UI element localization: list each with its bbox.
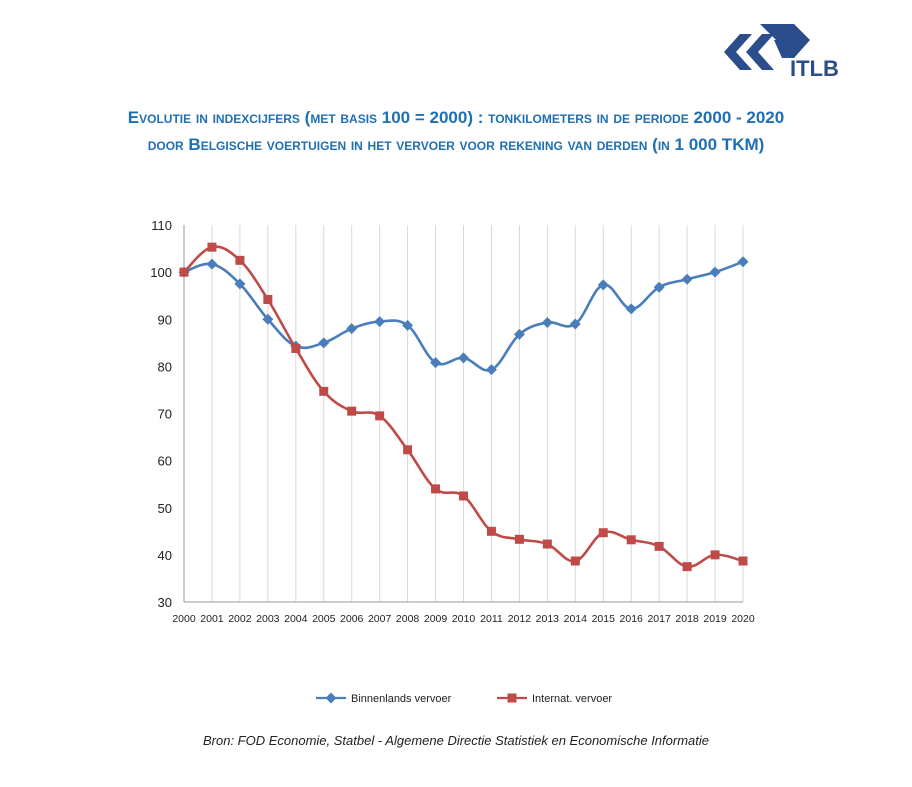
x-tick-label: 2002 bbox=[228, 613, 252, 625]
data-point-2003 bbox=[262, 313, 274, 325]
y-tick-label: 40 bbox=[158, 548, 172, 563]
x-tick-label: 2009 bbox=[424, 613, 448, 625]
legend-label: Binnenlands vervoer bbox=[351, 693, 452, 705]
y-tick-label: 70 bbox=[158, 407, 172, 422]
x-tick-label: 2006 bbox=[340, 613, 364, 625]
data-point-2015 bbox=[598, 528, 608, 538]
data-point-2020 bbox=[737, 256, 749, 268]
data-point-2001 bbox=[207, 242, 217, 252]
y-tick-label: 60 bbox=[158, 454, 172, 469]
y-tick-label: 80 bbox=[158, 359, 172, 374]
data-point-2012 bbox=[514, 534, 524, 544]
x-tick-label: 2017 bbox=[647, 613, 671, 625]
legend-marker bbox=[325, 692, 337, 704]
y-tick-labels: 30 40 50 60 70 80 90 100 110 bbox=[150, 218, 172, 610]
axes bbox=[183, 225, 743, 603]
x-tick-label: 2000 bbox=[172, 613, 196, 625]
x-tick-label: 2007 bbox=[368, 613, 392, 625]
data-point-2012 bbox=[513, 328, 525, 340]
y-tick-label: 30 bbox=[158, 595, 172, 610]
data-point-2006 bbox=[346, 323, 358, 335]
x-tick-label: 2020 bbox=[731, 613, 755, 625]
x-tick-label: 2015 bbox=[592, 613, 616, 625]
x-tick-label: 2013 bbox=[536, 613, 560, 625]
x-tick-label: 2005 bbox=[312, 613, 336, 625]
data-point-2006 bbox=[347, 406, 357, 416]
x-tick-label: 2001 bbox=[200, 613, 224, 625]
x-tick-label: 2004 bbox=[284, 613, 308, 625]
data-point-2013 bbox=[541, 317, 553, 329]
data-point-2001 bbox=[206, 258, 218, 270]
data-point-2005 bbox=[318, 337, 330, 349]
data-point-2015 bbox=[597, 279, 609, 291]
x-tick-label: 2018 bbox=[675, 613, 699, 625]
series-2 bbox=[179, 242, 748, 572]
title-line-1: Evolutie in indexcijfers (met basis 100 … bbox=[127, 108, 785, 127]
x-tick-label: 2008 bbox=[396, 613, 420, 625]
data-point-2016 bbox=[626, 535, 636, 545]
data-point-2007 bbox=[374, 316, 386, 328]
data-point-2002 bbox=[235, 255, 245, 265]
x-tick-label: 2014 bbox=[564, 613, 588, 625]
legend: Binnenlands vervoer Internat. vervoer bbox=[316, 692, 612, 705]
legend-item-2: Internat. vervoer bbox=[497, 693, 612, 705]
data-point-2017 bbox=[654, 541, 664, 551]
data-point-2019 bbox=[709, 266, 721, 278]
data-point-2013 bbox=[542, 539, 552, 549]
data-point-2019 bbox=[710, 550, 720, 560]
x-tick-label: 2003 bbox=[256, 613, 280, 625]
x-tick-label: 2012 bbox=[508, 613, 532, 625]
data-point-2000 bbox=[179, 267, 189, 277]
itlb-logo: ITLB bbox=[724, 24, 839, 81]
data-point-2014 bbox=[569, 318, 581, 330]
data-point-2014 bbox=[570, 556, 580, 566]
data-point-2003 bbox=[263, 294, 273, 304]
data-point-2007 bbox=[375, 411, 385, 421]
legend-item-1: Binnenlands vervoer bbox=[316, 692, 452, 705]
x-tick-label: 2011 bbox=[480, 613, 503, 625]
data-point-2011 bbox=[485, 364, 497, 376]
data-point-2017 bbox=[653, 281, 665, 293]
data-point-2009 bbox=[430, 357, 442, 369]
data-point-2002 bbox=[234, 278, 246, 290]
data-point-2011 bbox=[486, 526, 496, 536]
x-tick-label: 2010 bbox=[452, 613, 476, 625]
y-tick-label: 90 bbox=[158, 312, 172, 327]
legend-label: Internat. vervoer bbox=[532, 693, 612, 705]
title-line-2: door Belgische voertuigen in het vervoer… bbox=[147, 135, 765, 154]
y-tick-label: 110 bbox=[151, 218, 172, 233]
data-point-2005 bbox=[319, 386, 329, 396]
series-group bbox=[178, 242, 749, 572]
series-1 bbox=[178, 256, 749, 376]
data-point-2010 bbox=[458, 352, 469, 364]
data-point-2008 bbox=[402, 319, 414, 331]
data-point-2008 bbox=[403, 445, 413, 455]
data-point-2020 bbox=[738, 556, 748, 566]
chart-title: Evolutie in indexcijfers (met basis 100 … bbox=[0, 104, 912, 158]
data-point-2018 bbox=[682, 562, 692, 572]
source-note: Bron: FOD Economie, Statbel - Algemene D… bbox=[202, 733, 710, 748]
x-tick-labels: 2000 2001 2002 2003 2004 2005 2006 2007 2008 2009… bbox=[172, 613, 755, 625]
x-tick-label: 2019 bbox=[703, 613, 727, 625]
logo-text: ITLB bbox=[790, 56, 839, 81]
x-tick-label: 2016 bbox=[620, 613, 644, 625]
data-point-2010 bbox=[459, 491, 468, 501]
legend-marker bbox=[507, 693, 517, 703]
y-tick-label: 100 bbox=[150, 265, 172, 280]
data-point-2016 bbox=[625, 303, 637, 315]
data-point-2018 bbox=[681, 273, 693, 285]
data-point-2004 bbox=[291, 343, 301, 353]
data-point-2009 bbox=[431, 484, 441, 494]
y-tick-label: 50 bbox=[158, 501, 172, 516]
